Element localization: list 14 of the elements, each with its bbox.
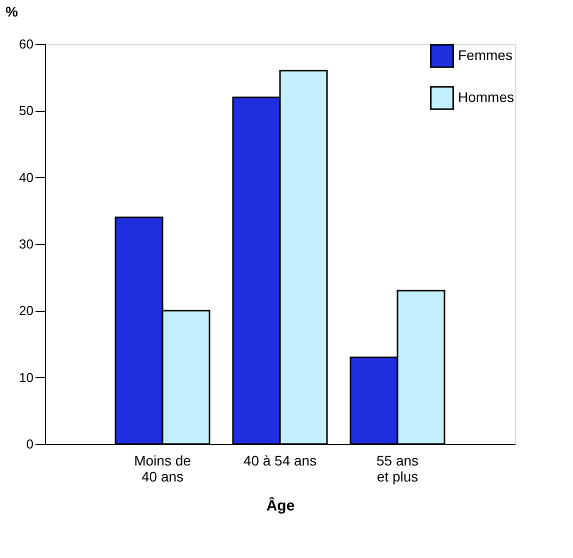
y-tick-label: 40 xyxy=(19,170,34,185)
y-tick-label: 20 xyxy=(19,303,34,318)
y-axis-title: % xyxy=(6,4,18,20)
x-axis-title: Âge xyxy=(266,496,295,514)
y-tick-label: 50 xyxy=(19,103,34,118)
y-tick-label: 10 xyxy=(19,370,34,385)
y-tick-label: 0 xyxy=(26,436,34,452)
y-tick-label: 30 xyxy=(19,236,34,252)
x-tick-label: 40 à 54 ans xyxy=(243,452,317,468)
legend-label: Femmes xyxy=(458,47,512,63)
x-tick-label: 55 ans et plus xyxy=(376,452,419,484)
y-tick-label: 60 xyxy=(19,36,34,52)
legend-label: Hommes xyxy=(458,89,514,105)
x-tick-label: Moins de 40 ans xyxy=(134,452,192,484)
